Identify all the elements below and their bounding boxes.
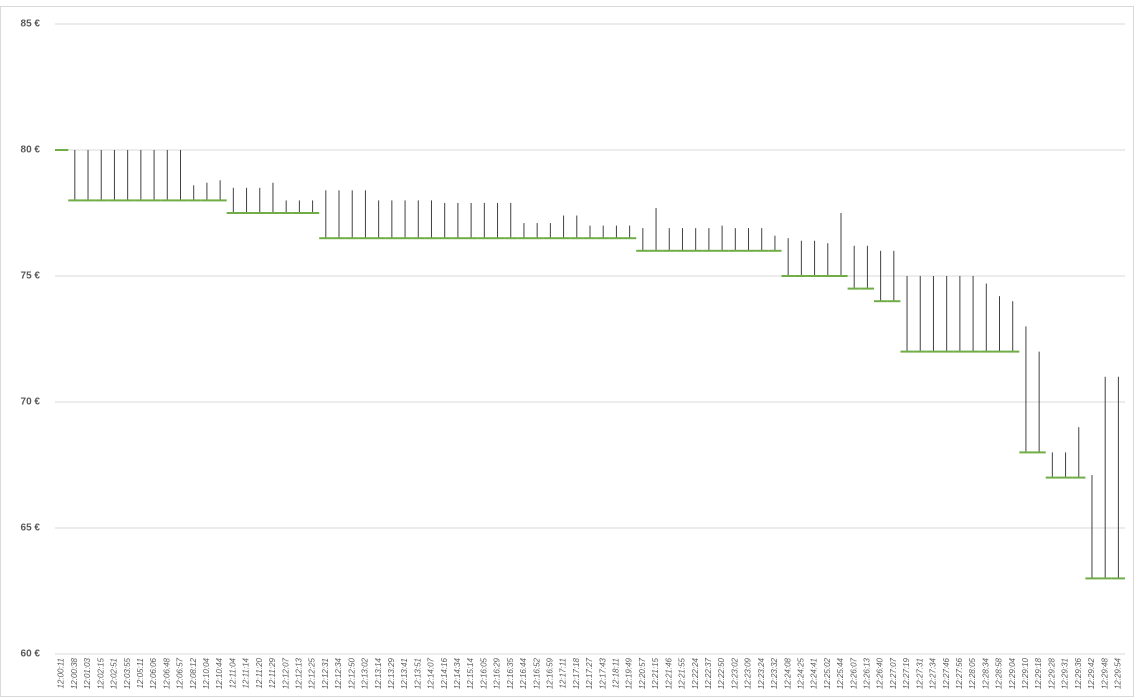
x-tick-label: 12:29:31 <box>1061 658 1070 689</box>
x-tick-label: 12:27:56 <box>955 657 964 689</box>
x-tick-label: 12:03:55 <box>123 657 132 689</box>
x-tick-label: 12:14:16 <box>440 657 449 689</box>
x-tick-label: 12:17:27 <box>585 657 594 689</box>
x-tick-label: 12:21:15 <box>651 657 660 689</box>
x-tick-label: 12:24:41 <box>810 658 819 689</box>
x-tick-label: 12:23:32 <box>770 657 779 689</box>
x-tick-label: 12:23:24 <box>757 657 766 689</box>
x-tick-label: 12:17:43 <box>598 657 607 689</box>
x-tick-label: 12:14:34 <box>453 657 462 689</box>
x-tick-label: 12:16:35 <box>506 657 515 689</box>
x-tick-label: 12:16:29 <box>493 657 502 689</box>
x-tick-label: 12:06:48 <box>162 657 171 689</box>
x-tick-label: 12:00:38 <box>70 657 79 689</box>
x-tick-label: 12:12:25 <box>308 657 317 689</box>
x-tick-label: 12:29:36 <box>1074 657 1083 689</box>
x-tick-label: 12:27:46 <box>942 657 951 689</box>
x-tick-label: 12:13:51 <box>413 658 422 689</box>
x-tick-label: 12:12:31 <box>321 658 330 689</box>
x-tick-label: 12:11:20 <box>255 657 264 688</box>
x-tick-label: 12:12:34 <box>334 657 343 689</box>
x-tick-label: 12:24:25 <box>796 657 805 689</box>
x-tick-label: 12:21:46 <box>664 657 673 689</box>
x-tick-label: 12:12:13 <box>294 657 303 689</box>
x-tick-label: 12:29:42 <box>1087 657 1096 689</box>
x-tick-label: 12:10:44 <box>215 657 224 689</box>
x-tick-label: 12:16:52 <box>532 657 541 689</box>
y-tick-label: 65 € <box>21 523 41 534</box>
x-tick-label: 12:13:41 <box>400 658 409 689</box>
x-tick-label: 12:26:07 <box>849 657 858 689</box>
x-tick-label: 12:29:18 <box>1034 657 1043 689</box>
x-tick-label: 12:16:05 <box>479 657 488 689</box>
x-tick-label: 12:11:04 <box>228 657 237 688</box>
x-tick-label: 12:25:44 <box>836 657 845 689</box>
x-tick-label: 12:08:12 <box>189 657 198 689</box>
x-tick-label: 12:23:09 <box>744 657 753 689</box>
x-tick-label: 12:18:11 <box>612 658 621 689</box>
x-tick-label: 12:20:57 <box>638 657 647 689</box>
x-tick-label: 12:16:59 <box>545 657 554 689</box>
x-tick-label: 12:29:10 <box>1021 657 1030 689</box>
y-tick-label: 60 € <box>21 649 41 660</box>
x-tick-label: 12:23:02 <box>730 657 739 689</box>
x-tick-label: 12:06:57 <box>176 657 185 689</box>
x-tick-label: 12:13:29 <box>387 657 396 689</box>
x-tick-label: 12:28:34 <box>981 657 990 689</box>
x-tick-label: 12:22:37 <box>704 657 713 689</box>
x-tick-label: 12:17:18 <box>572 657 581 689</box>
x-tick-label: 12:10:04 <box>202 657 211 689</box>
x-tick-label: 12:17:11 <box>559 658 568 689</box>
x-tick-label: 12:28:05 <box>968 657 977 689</box>
x-tick-label: 12:12:50 <box>347 657 356 689</box>
x-tick-label: 12:27:31 <box>915 658 924 689</box>
x-tick-label: 12:25:02 <box>823 657 832 689</box>
x-tick-label: 12:02:51 <box>110 658 119 689</box>
x-tick-label: 12:14:07 <box>427 657 436 689</box>
x-tick-label: 12:06:06 <box>149 657 158 689</box>
x-tick-label: 12:19:49 <box>625 657 634 689</box>
x-tick-label: 12:02:15 <box>96 657 105 689</box>
y-tick-label: 80 € <box>21 145 41 156</box>
y-tick-label: 70 € <box>21 397 41 408</box>
x-tick-label: 12:28:58 <box>995 657 1004 689</box>
x-tick-label: 12:13:14 <box>374 657 383 689</box>
x-tick-label: 12:29:04 <box>1008 657 1017 689</box>
x-tick-label: 12:27:07 <box>889 657 898 689</box>
x-tick-label: 12:13:02 <box>361 657 370 689</box>
x-tick-label: 12:22:50 <box>717 657 726 689</box>
x-tick-label: 12:29:48 <box>1100 657 1109 689</box>
y-tick-label: 75 € <box>21 271 41 282</box>
x-tick-label: 12:05:11 <box>136 658 145 689</box>
x-tick-label: 12:11:29 <box>268 657 277 688</box>
x-tick-label: 12:21:55 <box>678 657 687 689</box>
x-tick-label: 12:15:14 <box>466 657 475 689</box>
x-tick-label: 12:11:14 <box>242 657 251 688</box>
x-tick-label: 12:29:54 <box>1114 657 1123 689</box>
x-tick-label: 12:27:19 <box>902 657 911 689</box>
x-tick-label: 12:01:03 <box>83 657 92 689</box>
x-tick-label: 12:22:24 <box>691 657 700 689</box>
x-tick-label: 12:12:07 <box>281 657 290 689</box>
y-tick-label: 85 € <box>21 19 41 30</box>
x-tick-label: 12:29:28 <box>1047 657 1056 689</box>
x-tick-label: 12:26:13 <box>863 657 872 689</box>
x-tick-label: 12:24:08 <box>783 657 792 689</box>
x-tick-label: 12:26:40 <box>876 657 885 689</box>
x-tick-label: 12:16:44 <box>519 657 528 689</box>
x-tick-label: 12:27:34 <box>929 657 938 689</box>
x-tick-label: 12:00:11 <box>57 658 66 689</box>
